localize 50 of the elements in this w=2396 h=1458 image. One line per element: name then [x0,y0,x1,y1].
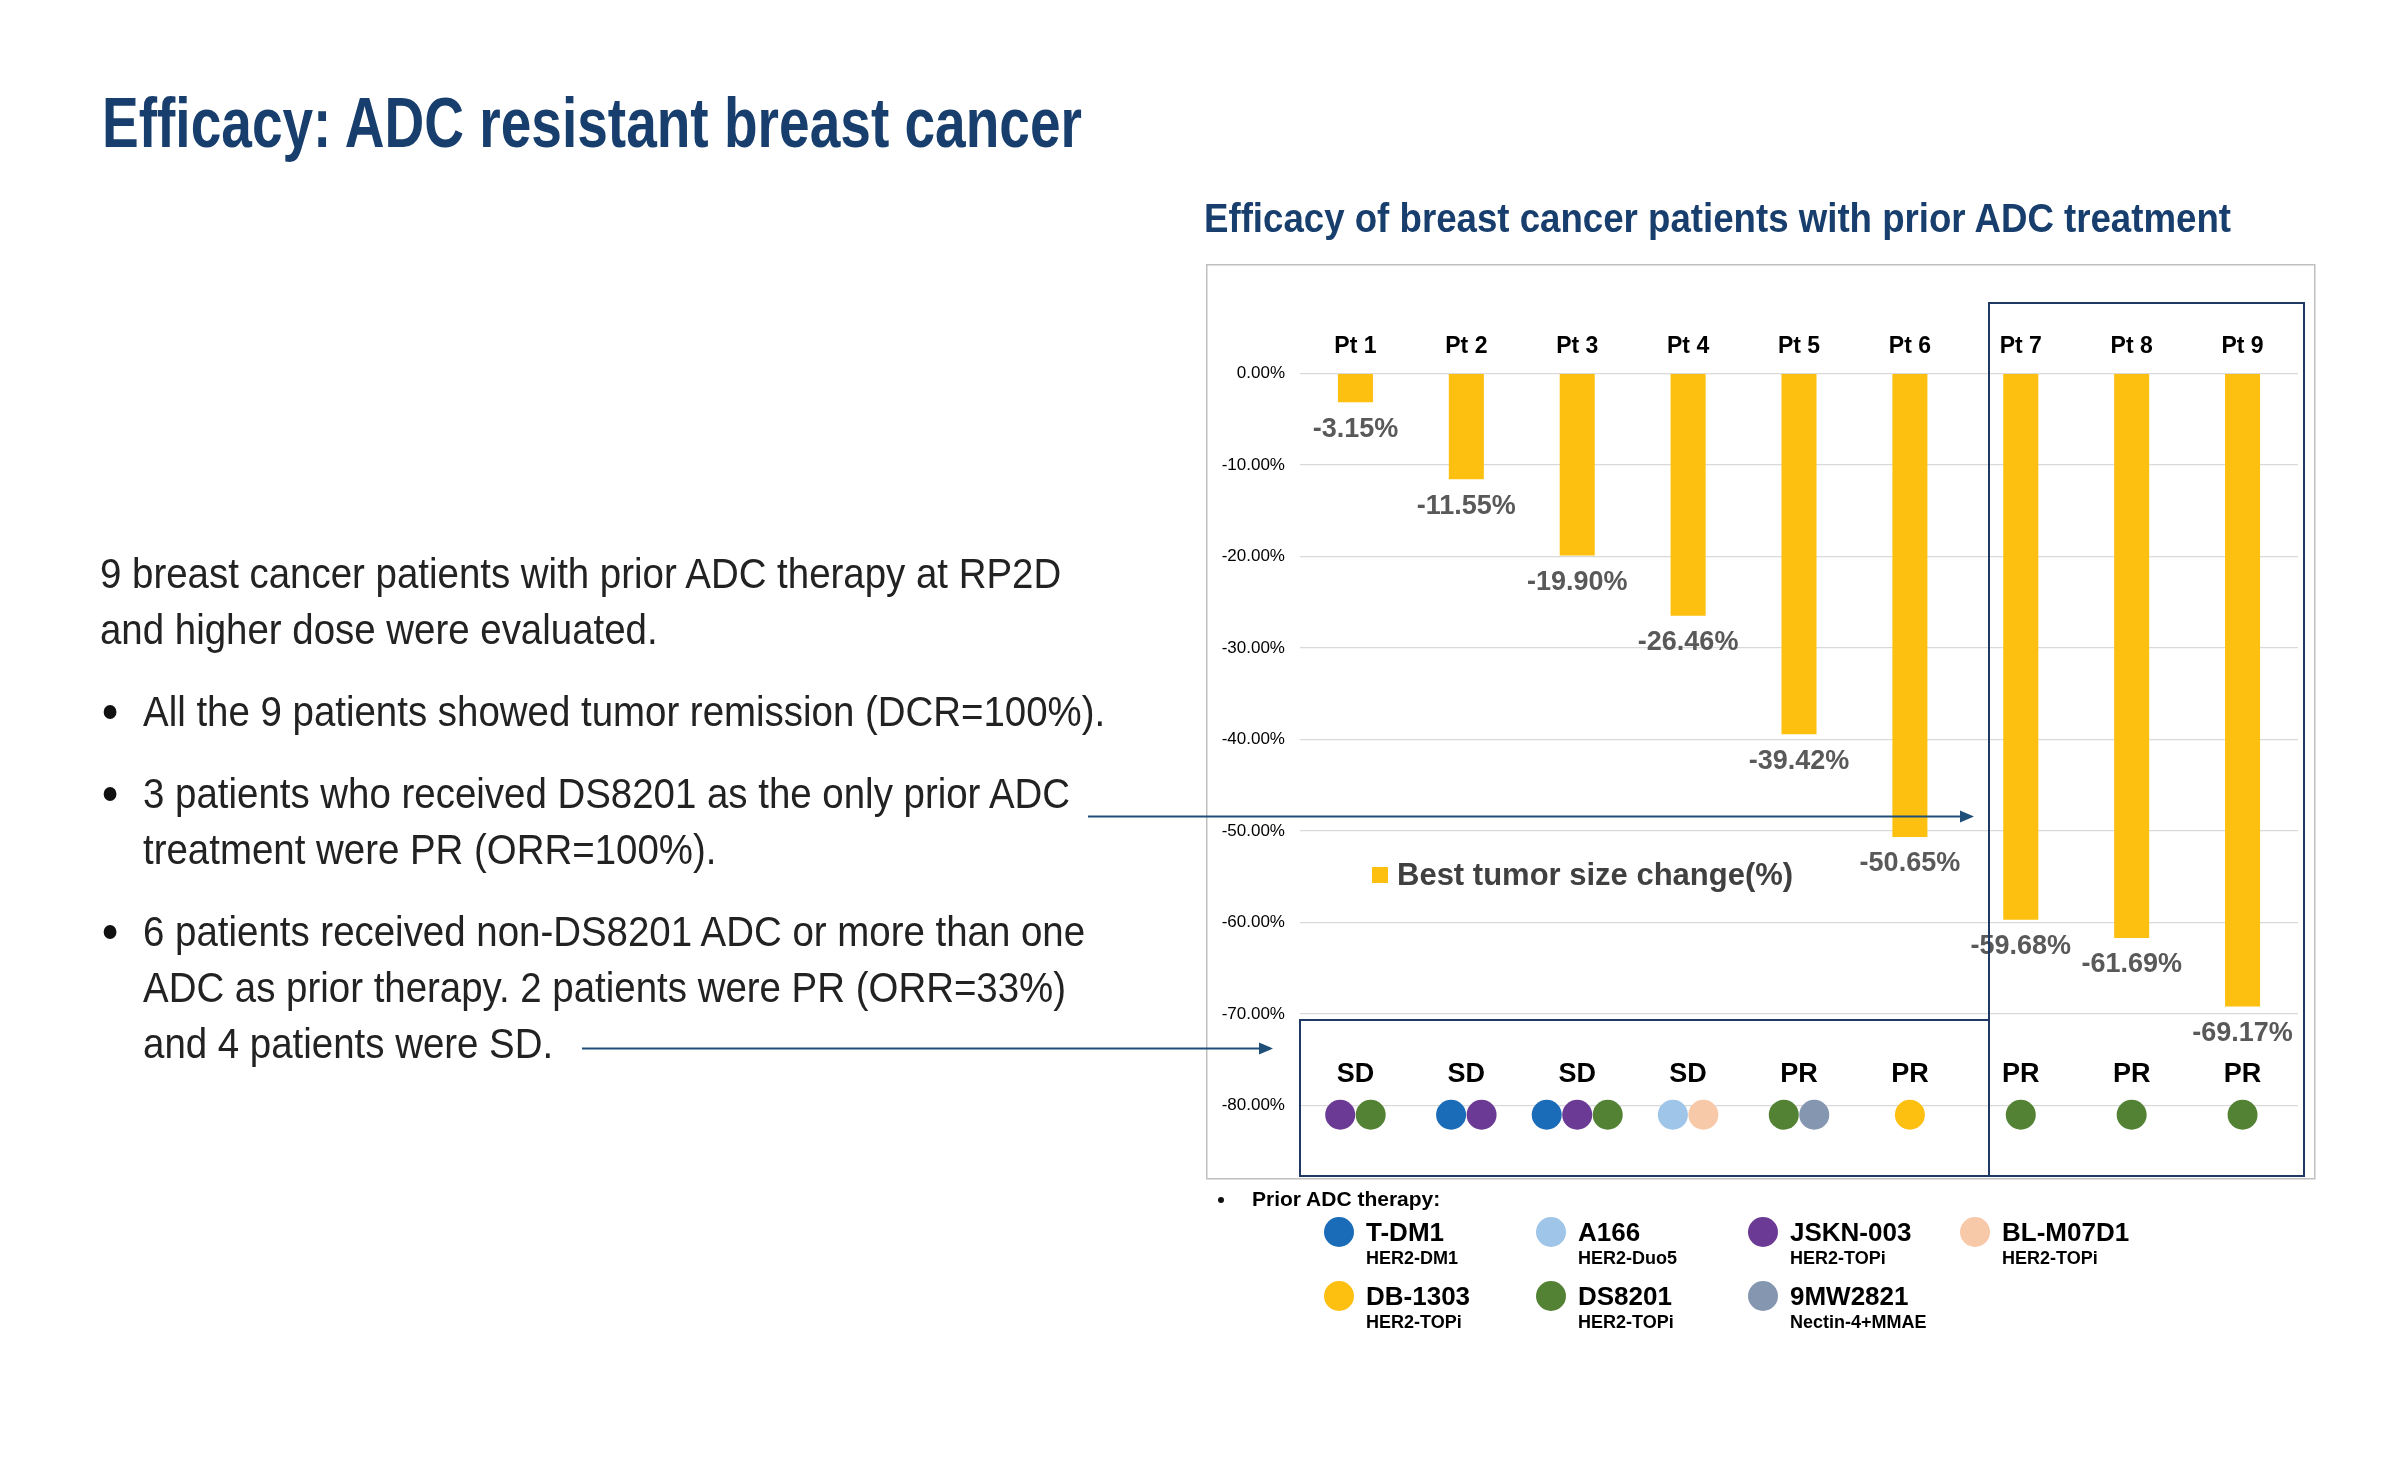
x-tick-label: Pt 6 [1888,332,1931,359]
x-tick-label: Pt 5 [1777,332,1821,359]
x-tick-label: Pt 4 [1667,332,1710,359]
annotation: PR [2112,1058,2151,1089]
legend-title: Prior ADC therapy: [1252,1186,1441,1212]
x-tick-label: Pt 1 [1334,332,1377,359]
legend-label: 9MW2821 Nectin-4+MMAE [1790,1281,1927,1333]
y-tick-label: -50.00% [1221,820,1285,840]
y-tick-label: -40.00% [1221,729,1285,749]
legend-label: DS8201 HER2-TOPi [1578,1281,1674,1333]
y-tick-label: 0.00% [1236,363,1285,383]
y-tick-label: -80.00% [1221,1095,1285,1115]
y-tick-label: -70.00% [1221,1003,1285,1023]
text: 9 breast cancer patients with prior ADC therapy at RP2D and higher dose were evaluated. [100,549,1063,655]
data-label: -3.15% [1312,412,1399,443]
data-label: -26.46% [1637,626,1739,657]
legend-label: Best tumor size change(%) [1397,856,1794,894]
annotation: PR [1891,1058,1929,1089]
text: 3 patients who received DS8201 as the only prior ADC treatment were PR (ORR=100%). [143,770,1071,873]
y-tick-label: -60.00% [1221,912,1285,932]
chart-subtitle: Efficacy of breast cancer patients with prior ADC treatment [1204,196,2231,240]
x-tick-label: Pt 9 [2221,332,2264,359]
y-tick-label: -30.00% [1221,637,1285,657]
y-tick-label: -20.00% [1221,546,1285,566]
legend-label: JSKN-003 HER2-TOPi [1790,1217,1912,1269]
annotation: SD [1558,1058,1596,1089]
x-tick-label: Pt 7 [1999,332,2042,359]
text: 6 patients received non-DS8201 ADC or more than one ADC as prior therapy. 2 patients were PR (ORR=33%) and 4 patients were SD. [143,908,1086,1067]
annotation: SD [1447,1058,1486,1089]
annotation: PR [1780,1058,1818,1089]
x-tick-label: Pt 2 [1445,332,1488,359]
text: All the 9 patients showed tumor remission (DCR=100%). [143,688,1106,735]
legend-label: A166 HER2-Duo5 [1578,1217,1678,1269]
data-label: -69.17% [2192,1016,2293,1047]
legend-label: BL-M07D1 HER2-TOPi [2002,1217,2130,1269]
annotation: SD [1669,1058,1707,1089]
data-label: -39.42% [1748,744,1850,775]
annotation: PR [2002,1058,2040,1089]
annotation: SD [1336,1058,1375,1089]
data-label: -61.69% [2081,948,2182,979]
y-tick-label: -10.00% [1221,454,1285,474]
data-label: -50.65% [1859,847,1961,878]
legend-label: DB-1303 HER2-TOPi [1366,1281,1471,1333]
annotation: PR [2223,1058,2262,1089]
text: Efficacy: ADC resistant breast cancer [102,84,1082,162]
data-label: -11.55% [1416,489,1516,520]
legend-label: T-DM1 HER2-DM1 [1366,1217,1459,1269]
x-tick-label: Pt 3 [1556,332,1599,359]
x-tick-label: Pt 8 [2110,332,2153,359]
data-label: -19.90% [1526,566,1628,597]
